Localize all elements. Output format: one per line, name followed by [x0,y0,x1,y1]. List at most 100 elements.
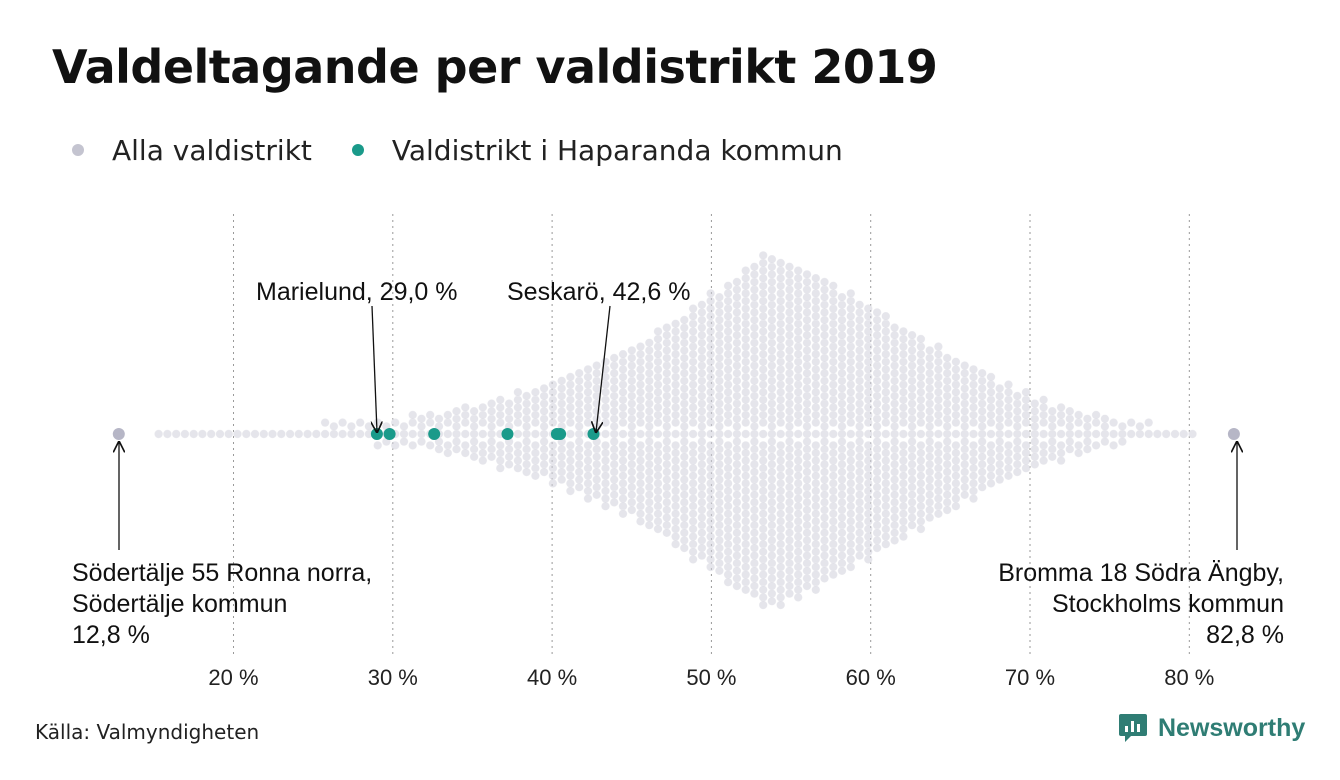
district-point [250,429,260,439]
district-point [819,345,829,355]
district-point [767,497,777,507]
annotation-arrow-seskaro [596,305,611,432]
district-point [189,429,199,439]
district-point [451,437,461,447]
district-point [881,516,891,526]
district-point [907,353,917,363]
district-point [662,497,672,507]
district-point [583,364,593,374]
district-point [942,467,952,477]
district-point [776,288,786,298]
district-point [671,539,681,549]
district-point [583,463,593,473]
district-point [548,418,558,428]
district-point [1100,414,1110,424]
district-point [802,566,812,576]
district-point [443,410,453,420]
district-point [960,437,970,447]
district-point [925,467,935,477]
district-point [837,368,847,378]
district-point [671,387,681,397]
district-point [942,391,952,401]
district-point [793,288,803,298]
district-point [609,361,619,371]
district-point [460,402,470,412]
district-point [828,319,838,329]
district-point [872,353,882,363]
district-point [723,547,733,557]
district-point [749,535,759,545]
district-point [968,478,978,488]
district-point [846,387,856,397]
district-point [653,349,663,359]
district-point [898,478,908,488]
district-point [968,471,978,481]
district-point [881,524,891,534]
district-point [583,471,593,481]
district-point [872,421,882,431]
district-point [793,456,803,466]
district-point [706,509,716,519]
district-point [671,478,681,488]
district-point [723,281,733,291]
district-point [811,585,821,595]
district-point [688,539,698,549]
district-point [732,543,742,553]
district-point [688,357,698,367]
district-point [618,372,628,382]
district-point [793,577,803,587]
district-point [671,418,681,428]
district-point [881,395,891,405]
district-point [697,437,707,447]
district-point [627,383,637,393]
district-point [758,585,768,595]
district-point [907,467,917,477]
district-point [583,402,593,412]
district-point [828,418,838,428]
district-point [837,513,847,523]
district-point [837,452,847,462]
district-point [653,342,663,352]
district-point [741,349,751,359]
district-point [697,338,707,348]
district-point [714,368,724,378]
district-point [890,383,900,393]
district-point [653,524,663,534]
district-point [925,513,935,523]
district-point [741,410,751,420]
district-point [916,402,926,412]
district-point [995,429,1005,439]
district-point [600,440,610,450]
district-point [898,342,908,352]
district-point [767,558,777,568]
district-point [662,520,672,530]
district-point [749,452,759,462]
district-point [741,326,751,336]
district-point [942,444,952,454]
district-point [881,372,891,382]
district-point [618,471,628,481]
district-point [1065,437,1075,447]
district-point [828,387,838,397]
district-point [1082,429,1092,439]
district-point [776,387,786,397]
newsworthy-logo-icon [1119,714,1147,742]
district-point [688,380,698,390]
district-point [749,353,759,363]
district-point [451,429,461,439]
district-point [723,524,733,534]
district-point [697,300,707,310]
district-point [679,459,689,469]
district-point [1109,429,1119,439]
district-point [776,380,786,390]
district-point [925,490,935,500]
district-point [732,307,742,317]
district-point [977,437,987,447]
district-point [749,490,759,500]
district-point [977,383,987,393]
district-point [267,429,277,439]
district-point [662,406,672,416]
district-point [495,456,505,466]
district-point [767,391,777,401]
district-point [784,505,794,515]
